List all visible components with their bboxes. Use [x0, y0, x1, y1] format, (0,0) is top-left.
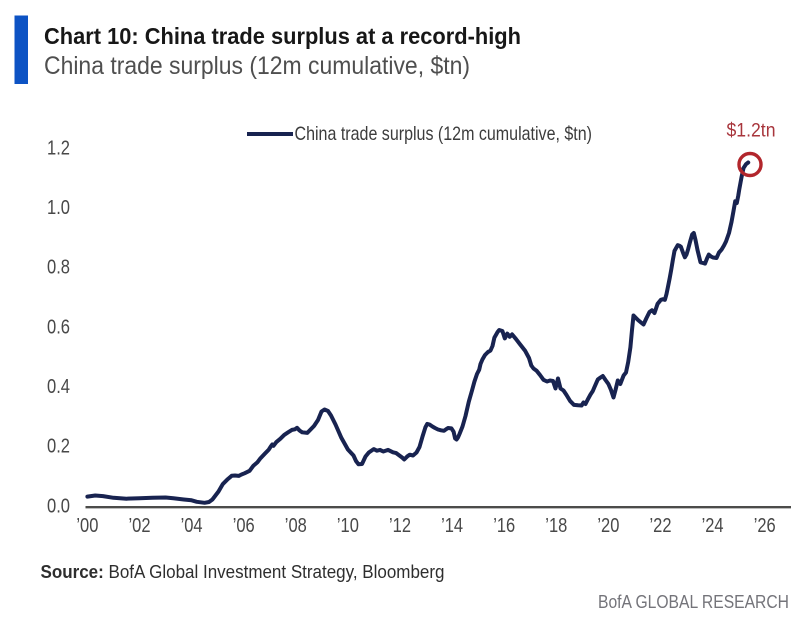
svg-text:1.0: 1.0	[47, 197, 70, 219]
svg-text:’04: ’04	[181, 515, 203, 537]
svg-text:’12: ’12	[389, 515, 411, 537]
svg-text:China trade surplus (12m cumul: China trade surplus (12m cumulative, $tn…	[295, 123, 593, 145]
svg-text:0.2: 0.2	[47, 436, 70, 458]
svg-text:’14: ’14	[441, 515, 463, 537]
svg-text:0.0: 0.0	[47, 495, 70, 517]
svg-text:’02: ’02	[129, 515, 151, 537]
svg-text:Source: BofA Global Investment: Source: BofA Global Investment Strategy,…	[41, 562, 445, 582]
svg-text:$1.2tn: $1.2tn	[727, 121, 776, 142]
svg-text:’24: ’24	[702, 515, 724, 537]
svg-text:China trade surplus (12m cumul: China trade surplus (12m cumulative, $tn…	[44, 52, 470, 80]
svg-text:BofA GLOBAL RESEARCH: BofA GLOBAL RESEARCH	[598, 592, 789, 612]
svg-text:’18: ’18	[545, 515, 567, 537]
svg-text:0.8: 0.8	[47, 257, 70, 279]
svg-text:’06: ’06	[233, 515, 255, 537]
svg-text:’00: ’00	[76, 515, 98, 537]
svg-text:’08: ’08	[285, 515, 307, 537]
svg-text:1.2: 1.2	[47, 137, 70, 159]
svg-text:0.6: 0.6	[47, 316, 70, 338]
svg-text:Chart 10: China trade surplus: Chart 10: China trade surplus at a recor…	[44, 23, 521, 49]
svg-text:’22: ’22	[650, 515, 672, 537]
svg-text:’16: ’16	[493, 515, 515, 537]
svg-text:’20: ’20	[597, 515, 619, 537]
svg-text:’10: ’10	[337, 515, 359, 537]
svg-text:’26: ’26	[754, 515, 776, 537]
svg-text:0.4: 0.4	[47, 376, 70, 398]
